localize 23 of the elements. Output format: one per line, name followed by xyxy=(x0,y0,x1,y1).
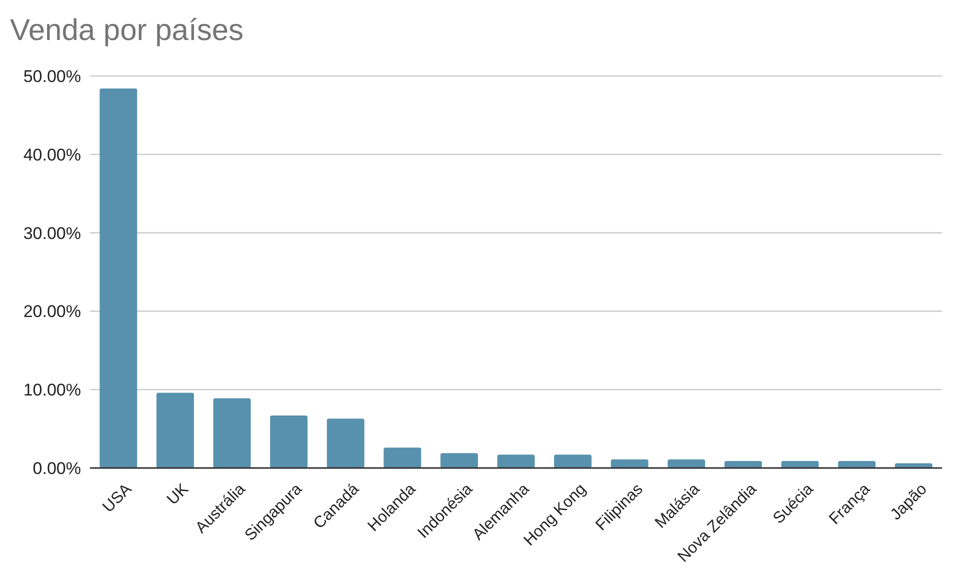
bar xyxy=(838,460,876,468)
bar xyxy=(100,88,138,468)
bar xyxy=(668,459,706,468)
x-tick-label: USA xyxy=(100,480,136,516)
y-tick-label: 10.00% xyxy=(23,380,81,400)
y-tick-label: 0.00% xyxy=(32,458,81,478)
x-tick-label: UK xyxy=(164,480,192,508)
bar xyxy=(156,392,194,468)
y-tick-label: 50.00% xyxy=(23,66,81,86)
bar xyxy=(610,459,648,468)
bar xyxy=(213,398,251,468)
bar xyxy=(497,454,535,468)
bar xyxy=(270,415,308,468)
y-tick-label: 40.00% xyxy=(23,145,81,164)
bar xyxy=(554,454,592,468)
y-tick-label: 20.00% xyxy=(23,302,81,322)
y-tick-label: 30.00% xyxy=(23,224,81,243)
bar xyxy=(384,448,422,468)
bar xyxy=(440,453,478,468)
chart-title: Venda por países xyxy=(10,14,244,47)
bar xyxy=(724,460,762,468)
bar xyxy=(326,418,364,468)
bar xyxy=(781,460,819,468)
